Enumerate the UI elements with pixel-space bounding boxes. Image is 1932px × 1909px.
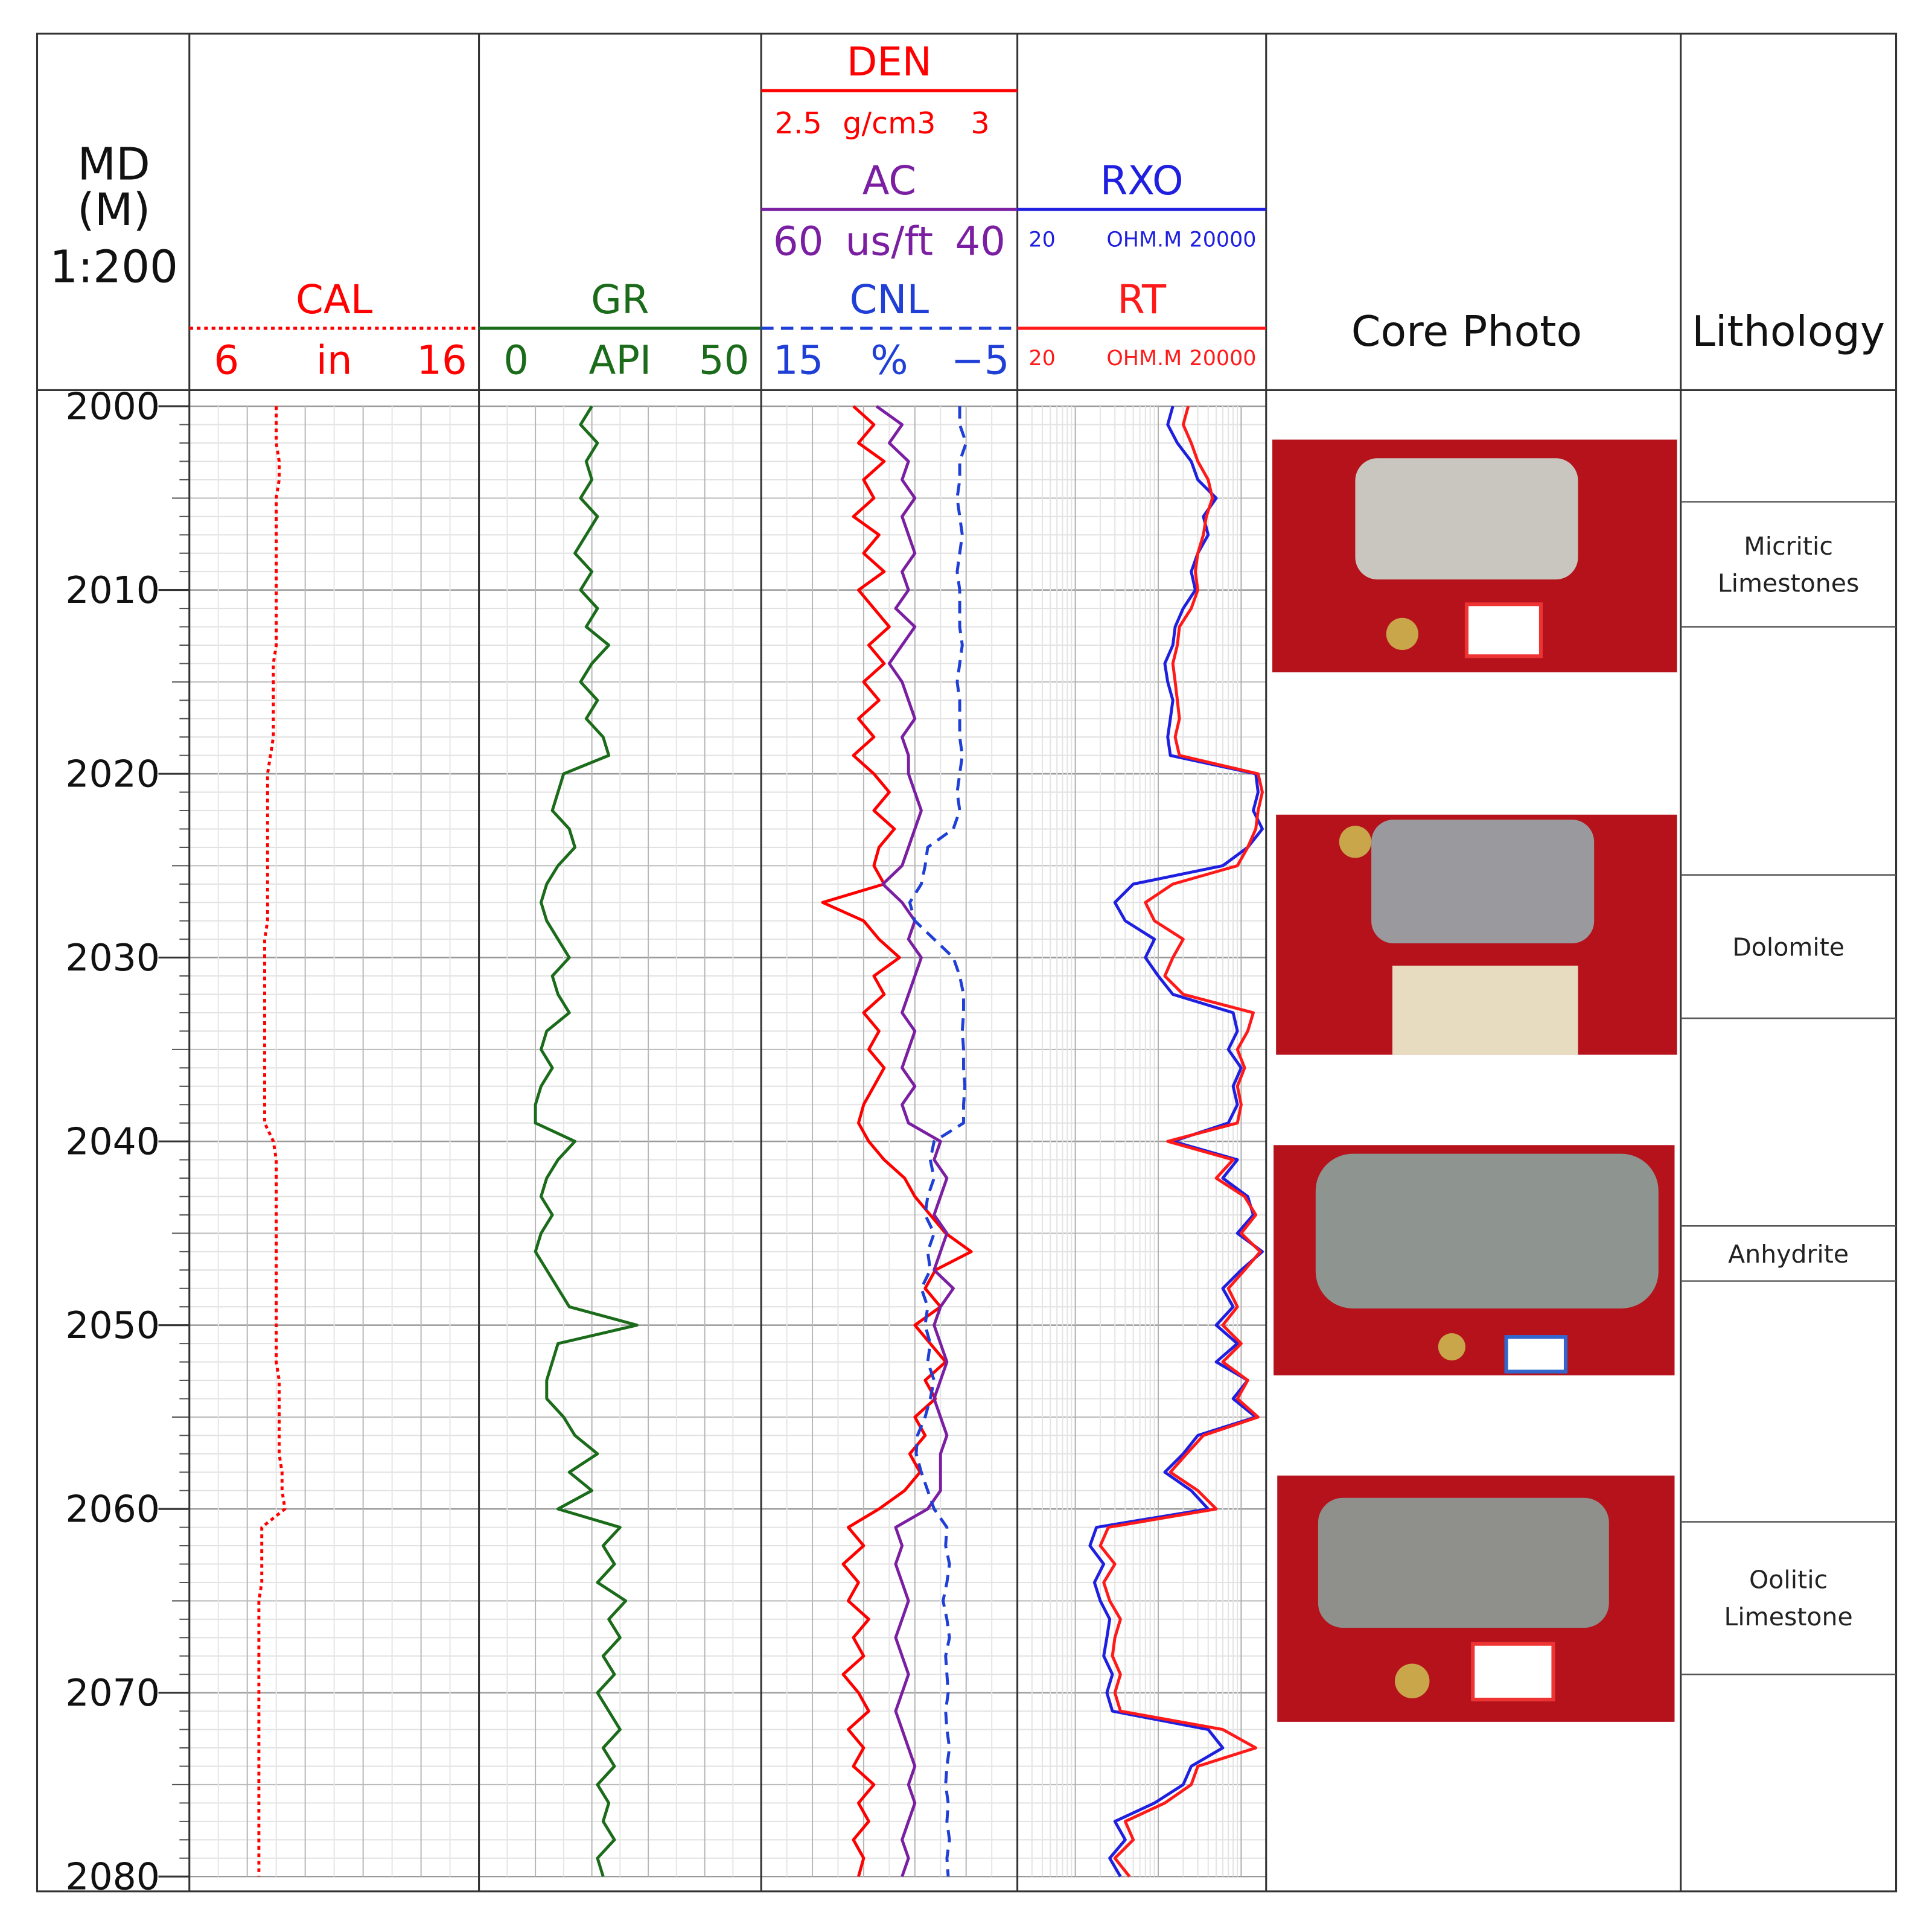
scale-left: 60 — [773, 219, 824, 265]
core-photo-title: Core Photo — [1351, 307, 1582, 356]
core-sample — [1355, 458, 1578, 580]
scale-right: 16 — [416, 337, 467, 383]
core-photo — [1274, 1145, 1675, 1375]
coin — [1438, 1333, 1465, 1361]
curve-name: CNL — [850, 277, 929, 323]
scale-right: 20000 — [1190, 228, 1257, 252]
lithology-box: Anhydrite — [1683, 1226, 1894, 1281]
scale-unit: OHM.M — [1106, 228, 1182, 252]
scale-right: 20000 — [1190, 346, 1257, 371]
y-tick-label: 2070 — [65, 1671, 160, 1715]
core-sample — [1371, 819, 1595, 944]
outer-border — [36, 33, 1898, 1893]
y-tick-label: 2060 — [65, 1487, 160, 1531]
scale-unit: in — [316, 337, 352, 383]
sample-label — [1464, 602, 1543, 658]
log-curve — [908, 406, 968, 1877]
curves — [257, 405, 1264, 1878]
scale-unit: us/ft — [846, 219, 934, 265]
scale-left: 15 — [773, 337, 824, 383]
lithology-title: Lithology — [1692, 307, 1885, 356]
coin — [1386, 617, 1418, 651]
y-tick-label: 2040 — [65, 1120, 160, 1163]
scale-right: 50 — [699, 337, 749, 383]
depth-unit: (M) — [77, 184, 150, 236]
lithology-box: Micritic Limestones — [1683, 502, 1894, 626]
log-curve — [534, 405, 639, 1877]
lithology-box: Oolitic Limestone — [1683, 1522, 1894, 1674]
sample-label — [1504, 1335, 1568, 1374]
core-photo — [1277, 1475, 1675, 1722]
coin — [1339, 826, 1372, 858]
log-curve — [257, 406, 287, 1877]
curve-name: RXO — [1100, 158, 1184, 204]
depth-scale: 1:200 — [49, 241, 178, 293]
lithology-cell: Micritic Limestones — [1683, 502, 1894, 626]
core-sample — [1318, 1497, 1609, 1628]
sample-label — [1471, 1642, 1555, 1702]
y-tick-label: 2010 — [65, 569, 160, 612]
lithology-label: Micritic Limestones — [1717, 531, 1860, 598]
lithology-box: Dolomite — [1683, 875, 1894, 1019]
curve-name: GR — [591, 277, 649, 323]
y-tick-label: 2000 — [65, 384, 160, 428]
scale-unit: g/cm3 — [843, 106, 936, 141]
core-photos — [1272, 439, 1677, 1722]
scale-unit: OHM.M — [1106, 346, 1182, 371]
scale-left: 0 — [503, 337, 529, 383]
curve-name: CAL — [296, 277, 373, 323]
log-curve — [821, 405, 973, 1877]
curve-name: AC — [862, 158, 917, 204]
core-photo — [1276, 814, 1677, 1055]
scale-right: 3 — [971, 106, 989, 141]
scale-unit: API — [588, 337, 651, 383]
depth-title: MD — [77, 138, 150, 190]
y-tick-label: 2030 — [65, 936, 160, 980]
scale-right: −5 — [951, 337, 1010, 383]
y-tick-label: 2050 — [65, 1304, 160, 1347]
scale-left: 6 — [214, 337, 239, 383]
lithology-cell: Dolomite — [1683, 875, 1894, 1019]
core-photo — [1272, 439, 1677, 672]
core-sample — [1315, 1153, 1659, 1308]
curve-name: DEN — [847, 39, 932, 85]
scale-left: 20 — [1028, 346, 1055, 371]
scale-left: 2.5 — [775, 106, 822, 141]
y-tick-label: 2020 — [65, 752, 160, 795]
curve-name: RT — [1117, 277, 1167, 323]
lithology-label: Dolomite — [1732, 931, 1845, 961]
lithology-label: Oolitic Limestone — [1724, 1564, 1853, 1632]
lithology-cell: Anhydrite — [1683, 1226, 1894, 1281]
scale-right: 40 — [955, 219, 1006, 265]
sample-label — [1392, 965, 1578, 1055]
lithology-label: Anhydrite — [1728, 1238, 1849, 1269]
lithology-cell: Oolitic Limestone — [1683, 1522, 1894, 1674]
overlay: CAL 6 in 16 GR 0 API 50 DEN 2.5 g/cm3 3 AC 60 us/ft 40 C… — [189, 39, 1896, 1675]
log-curve — [875, 405, 955, 1878]
scale-left: 20 — [1028, 228, 1055, 252]
coin — [1395, 1663, 1430, 1698]
scale-unit: % — [870, 337, 908, 383]
frame — [36, 33, 1898, 1893]
log-curve — [1098, 406, 1264, 1878]
